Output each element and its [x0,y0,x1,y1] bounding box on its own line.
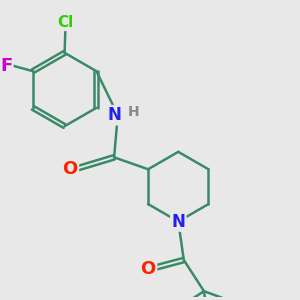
Text: F: F [0,57,12,75]
Text: O: O [141,260,156,278]
Text: O: O [62,160,78,178]
Text: H: H [128,105,139,119]
Text: N: N [108,106,122,124]
Text: N: N [171,212,185,230]
Text: Cl: Cl [57,15,74,30]
